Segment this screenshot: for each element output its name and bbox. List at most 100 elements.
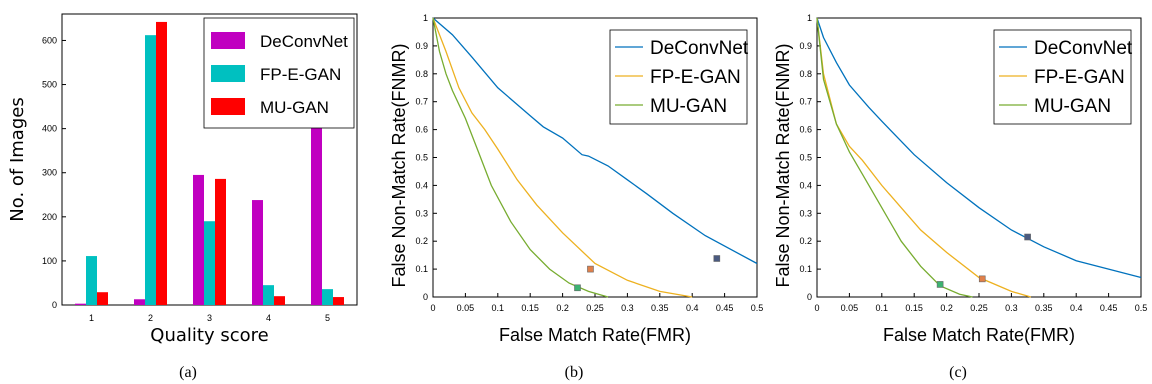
x-tick-label: 0.2 xyxy=(556,303,569,313)
y-tick-label: 500 xyxy=(42,80,57,90)
legend-box xyxy=(993,29,1132,125)
x-tick-label: 2 xyxy=(148,313,153,323)
y-tick-label: 0.8 xyxy=(415,69,428,79)
bar-deconvnet-3 xyxy=(193,174,204,305)
x-tick-label: 0.5 xyxy=(751,303,764,313)
y-tick-label: 0.5 xyxy=(799,153,812,163)
bar-mu-gan-5 xyxy=(333,297,344,305)
y-tick-label: 0.4 xyxy=(799,180,812,190)
x-tick-label: 0.25 xyxy=(586,303,604,313)
y-tick-label: 0.7 xyxy=(415,97,428,107)
legend-label: FP-E-GAN xyxy=(650,67,741,88)
caption-a: (a) xyxy=(179,364,197,381)
x-tick-label: 0 xyxy=(430,303,435,313)
x-tick-label: 0.1 xyxy=(492,303,505,313)
y-tick-label: 0.7 xyxy=(799,97,812,107)
y-tick-label: 200 xyxy=(42,212,57,222)
x-tick-label: 3 xyxy=(207,313,212,323)
legend-label: FP-E-GAN xyxy=(260,65,341,84)
y-tick-label: 300 xyxy=(42,168,57,178)
legend-label: MU-GAN xyxy=(1034,96,1111,117)
legend-box xyxy=(609,29,748,125)
panel-b: 0 0.1 0.2 0.3 0.4 0.5 0.6 0.7 0.8 0.9 1 0 0.05 0.1 0.1… xyxy=(384,0,768,384)
x-tick-label: 0.2 xyxy=(940,303,953,313)
bar-deconvnet-1 xyxy=(75,303,86,305)
y-tick-label: 0.9 xyxy=(415,41,428,51)
series-line-fp-e-gan xyxy=(432,17,693,298)
bar-deconvnet-2 xyxy=(134,299,145,305)
legend-swatch xyxy=(211,65,245,82)
x-tick-label: 0.1 xyxy=(876,303,889,313)
y-tick-label: 0 xyxy=(52,300,57,310)
y-tick-label: 600 xyxy=(42,35,57,45)
x-tick-label: 0.35 xyxy=(1035,303,1053,313)
x-tick-label: 0.5 xyxy=(1135,303,1148,313)
y-tick-label: 0 xyxy=(423,292,428,302)
legend-label: DeConvNet xyxy=(1034,38,1133,59)
bar-fp-e-gan-2 xyxy=(145,35,156,305)
fnmr-fmr-chart-c: 0 0.1 0.2 0.3 0.4 0.5 0.6 0.7 0.8 0.9 1 0 0.05 0.1 0.1… xyxy=(773,13,1148,381)
legend-label: DeConvNet xyxy=(650,38,749,59)
operating-point-marker xyxy=(978,275,986,283)
y-tick-label: 400 xyxy=(42,124,57,134)
bar-deconvnet-4 xyxy=(252,200,263,305)
x-axis-label: False Match Rate(FMR) xyxy=(499,325,691,345)
x-tick-label: 0.3 xyxy=(621,303,634,313)
operating-point-marker xyxy=(936,281,944,288)
x-tick-label: 0.4 xyxy=(686,303,699,313)
y-axis-label: No. of Images xyxy=(7,97,28,221)
y-tick-label: 0 xyxy=(807,292,812,302)
bar-fp-e-gan-4 xyxy=(263,285,274,305)
bar-fp-e-gan-3 xyxy=(204,221,215,305)
bar-deconvnet-5 xyxy=(311,106,322,305)
x-axis-label: Quality score xyxy=(150,325,268,346)
bar-mu-gan-1 xyxy=(97,292,108,305)
x-tick-label: 0.4 xyxy=(1070,303,1083,313)
series-line-mu-gan xyxy=(432,17,609,298)
y-tick-label: 0.1 xyxy=(799,264,812,274)
x-tick-label: 0.25 xyxy=(970,303,988,313)
y-tick-label: 1 xyxy=(423,13,428,23)
legend-label: MU-GAN xyxy=(260,98,329,117)
series-line-deconvnet xyxy=(432,17,758,265)
y-tick-label: 0.6 xyxy=(415,125,428,135)
operating-point-marker xyxy=(574,284,581,292)
x-tick-label: 0.45 xyxy=(716,303,734,313)
y-tick-label: 0.2 xyxy=(415,236,428,246)
y-tick-label: 100 xyxy=(42,256,57,266)
caption-b: (b) xyxy=(565,364,584,381)
legend-label: FP-E-GAN xyxy=(1034,67,1125,88)
x-tick-label: 0.05 xyxy=(841,303,859,313)
caption-c: (c) xyxy=(949,364,967,381)
bar-fp-e-gan-1 xyxy=(86,256,97,305)
y-tick-label: 0.6 xyxy=(799,125,812,135)
y-tick-label: 0.8 xyxy=(799,69,812,79)
y-tick-label: 0.1 xyxy=(415,264,428,274)
panel-a: 0 100 200 300 400 500 600 1 2 3 4 5 DeConvNet FP-E-GA… xyxy=(0,0,384,384)
x-tick-label: 0.45 xyxy=(1100,303,1118,313)
x-tick-label: 4 xyxy=(266,313,271,323)
y-tick-label: 0.9 xyxy=(799,41,812,51)
legend-label: DeConvNet xyxy=(260,32,348,51)
x-tick-label: 0.15 xyxy=(905,303,923,313)
y-tick-label: 0.2 xyxy=(799,236,812,246)
bar-chart-quality-score: 0 100 200 300 400 500 600 1 2 3 4 5 DeConvNet FP-E-GA… xyxy=(7,13,358,381)
series-line-mu-gan xyxy=(816,17,973,298)
legend-swatch xyxy=(211,32,245,49)
operating-point-marker xyxy=(713,255,721,262)
operating-point-marker xyxy=(1024,233,1031,241)
bar-fp-e-gan-5 xyxy=(322,289,333,305)
fnmr-fmr-chart-b: 0 0.1 0.2 0.3 0.4 0.5 0.6 0.7 0.8 0.9 1 0 0.05 0.1 0.1… xyxy=(389,13,764,381)
x-tick-label: 0.35 xyxy=(651,303,669,313)
bar-mu-gan-2 xyxy=(156,21,167,305)
y-tick-label: 1 xyxy=(807,13,812,23)
y-tick-label: 0.3 xyxy=(415,208,428,218)
panel-c: 0 0.1 0.2 0.3 0.4 0.5 0.6 0.7 0.8 0.9 1 0 0.05 0.1 0.1… xyxy=(768,0,1152,384)
operating-point-marker xyxy=(587,265,594,273)
y-axis-label: False Non-Match Rate(FNMR) xyxy=(773,43,793,287)
legend-label: MU-GAN xyxy=(650,96,727,117)
x-tick-label: 1 xyxy=(89,313,94,323)
y-tick-label: 0.3 xyxy=(799,208,812,218)
bar-mu-gan-4 xyxy=(274,296,285,305)
x-axis-label: False Match Rate(FMR) xyxy=(883,325,1075,345)
